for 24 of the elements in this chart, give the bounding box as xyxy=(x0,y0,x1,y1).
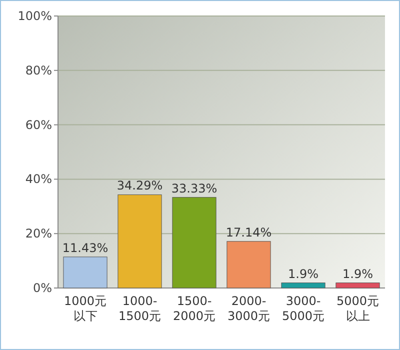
y-tick-label: 100% xyxy=(18,9,52,23)
x-tick-label: 1000- 1500元 xyxy=(118,294,162,323)
bar xyxy=(172,197,216,288)
bar xyxy=(226,241,271,288)
x-tick-label: 3000- 5000元 xyxy=(282,294,325,323)
bar xyxy=(281,282,326,288)
bar xyxy=(118,194,162,288)
x-tick-label: 1000元以下 xyxy=(64,294,107,323)
data-label: 1.9% xyxy=(288,266,318,281)
data-label: 11.43% xyxy=(62,240,108,255)
data-label: 33.33% xyxy=(171,181,218,196)
bar xyxy=(63,256,108,288)
x-tick-label: 2000- 3000元 xyxy=(227,294,270,323)
bar xyxy=(336,282,380,288)
data-label: 17.14% xyxy=(226,225,272,240)
x-tick-label: 1500- 2000元 xyxy=(172,294,216,323)
y-tick-label: 20% xyxy=(25,226,52,241)
y-tick-label: 60% xyxy=(25,118,52,132)
x-tick-label: 5000元以上 xyxy=(336,294,380,323)
data-label: 1.9% xyxy=(342,266,373,281)
y-tick-label: 0% xyxy=(32,281,52,295)
y-tick-label: 40% xyxy=(25,172,52,186)
data-label: 34.29% xyxy=(116,178,163,193)
y-tick-label: 80% xyxy=(25,63,52,78)
